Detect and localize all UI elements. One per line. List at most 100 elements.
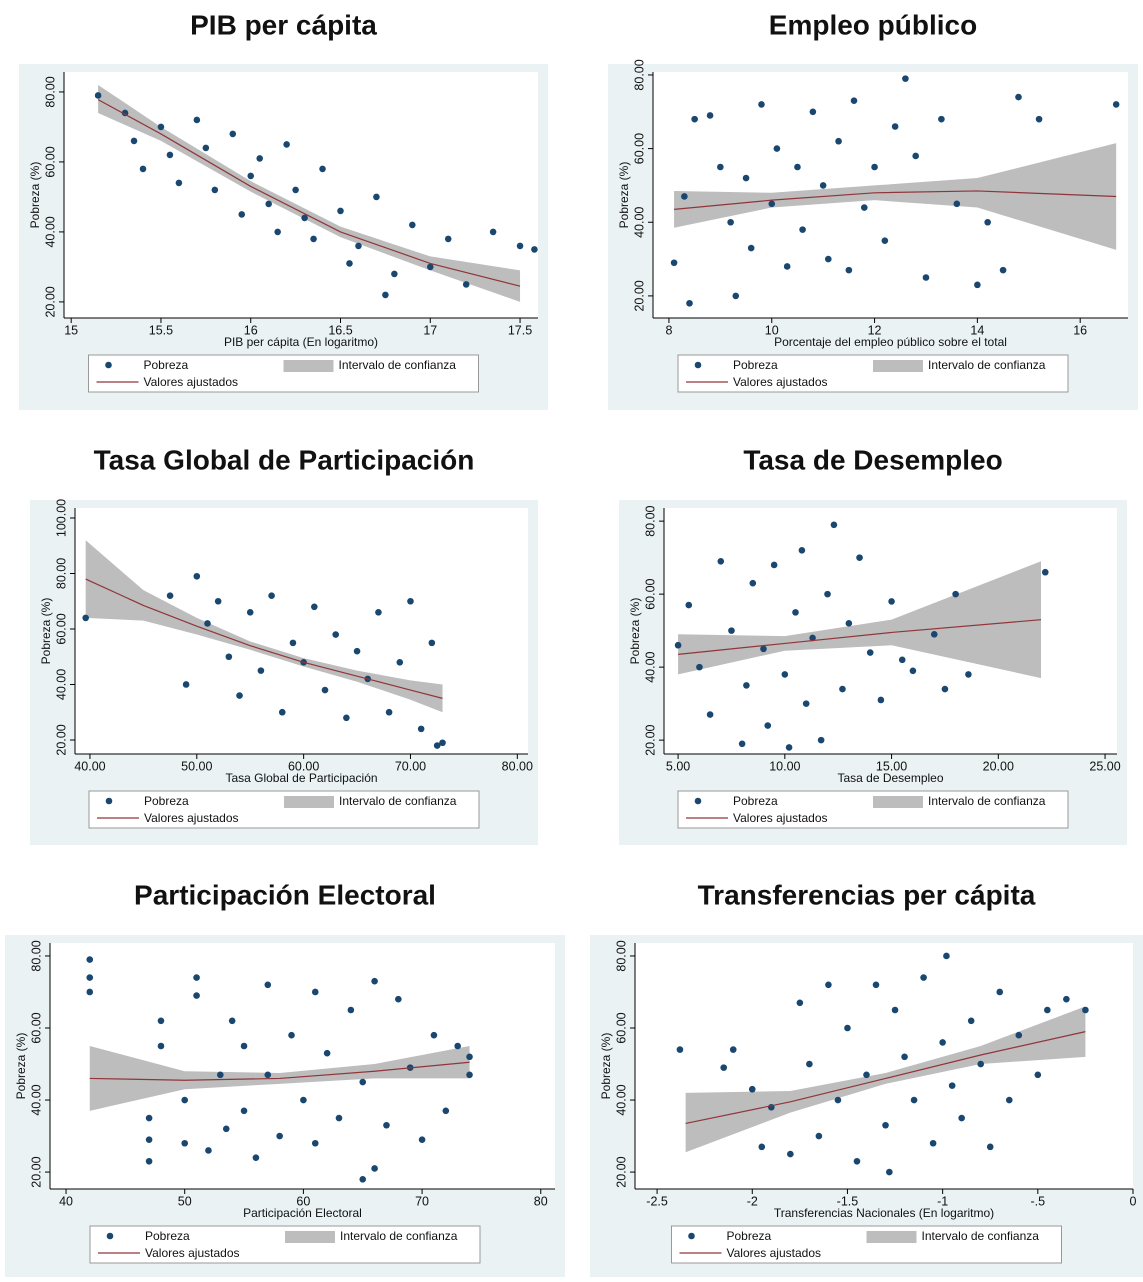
- chart-title: Participación Electoral: [134, 879, 436, 910]
- data-point: [157, 123, 165, 131]
- data-point: [238, 211, 246, 218]
- y-tick-label: 100.00: [54, 499, 68, 537]
- data-point: [984, 218, 991, 226]
- x-tick-label: 20.00: [983, 759, 1014, 773]
- data-point: [396, 658, 404, 666]
- data-point: [882, 1121, 889, 1129]
- plot-area: [635, 943, 1133, 1189]
- data-point: [743, 682, 750, 689]
- data-point: [986, 1143, 994, 1151]
- fitted-line: [89, 1061, 470, 1081]
- legend-label: Intervalo de confianza: [928, 794, 1046, 808]
- data-point: [785, 744, 793, 751]
- y-tick-label: 80.00: [643, 505, 657, 536]
- data-point: [835, 137, 842, 145]
- data-point: [747, 244, 755, 252]
- data-point: [872, 981, 880, 989]
- data-point: [922, 274, 930, 281]
- data-point: [382, 291, 389, 299]
- x-tick-label: 70: [415, 1194, 429, 1208]
- data-point: [229, 130, 237, 138]
- legend-swatch: [694, 361, 702, 369]
- fitted-line: [674, 190, 1117, 210]
- data-point: [676, 1046, 684, 1053]
- legend-swatch: [873, 360, 923, 372]
- data-point: [240, 1107, 248, 1115]
- data-point: [845, 620, 853, 627]
- y-tick-label: 20.00: [632, 280, 646, 311]
- data-point: [300, 1096, 307, 1104]
- legend-label: Pobreza: [733, 794, 778, 808]
- data-point: [796, 999, 804, 1007]
- data-point: [824, 255, 832, 263]
- y-tick-label: 60.00: [43, 146, 57, 177]
- data-point: [1063, 995, 1070, 1003]
- data-point: [898, 656, 906, 664]
- data-point: [930, 630, 938, 638]
- y-axis-label: Pobreza (%): [14, 1033, 28, 1100]
- data-point: [738, 740, 746, 748]
- data-point: [359, 1078, 367, 1086]
- legend-label: Valores ajustados: [145, 1246, 240, 1260]
- legend-swatch: [106, 1232, 114, 1240]
- x-tick-label: 40.00: [74, 759, 105, 773]
- data-point: [732, 292, 740, 300]
- data-point: [211, 186, 219, 194]
- legend-label: Valores ajustados: [144, 375, 239, 389]
- x-axis-label: Participación Electoral: [243, 1206, 362, 1220]
- data-point: [770, 561, 778, 569]
- data-point: [323, 1049, 331, 1057]
- data-point: [246, 609, 254, 616]
- data-point: [343, 714, 350, 722]
- data-point: [939, 1039, 946, 1046]
- x-tick-label: 0: [1130, 1194, 1137, 1208]
- legend-label: Pobreza: [733, 358, 778, 372]
- legend-swatch: [283, 360, 334, 372]
- data-point: [799, 226, 806, 233]
- data-point: [466, 1053, 473, 1061]
- data-point: [850, 97, 858, 105]
- legend-label: Pobreza: [727, 1229, 772, 1243]
- data-point: [817, 736, 825, 744]
- data-point: [310, 235, 317, 243]
- data-point: [727, 218, 734, 226]
- y-tick-label: 20.00: [29, 1156, 43, 1187]
- data-point: [891, 1006, 899, 1014]
- data-point: [391, 270, 398, 278]
- data-point: [717, 557, 725, 565]
- data-point: [717, 163, 724, 171]
- data-point: [268, 592, 275, 599]
- data-point: [264, 981, 272, 989]
- data-point: [373, 193, 380, 201]
- legend-swatch: [866, 1231, 917, 1243]
- legend-swatch: [873, 796, 923, 808]
- data-point: [871, 163, 878, 171]
- data-point: [1082, 1006, 1089, 1014]
- x-tick-label: -1.5: [837, 1194, 859, 1208]
- data-point: [773, 145, 781, 152]
- y-tick-label: 60.00: [54, 613, 68, 644]
- data-point: [292, 186, 299, 194]
- data-point: [217, 1071, 224, 1079]
- data-point: [809, 634, 816, 642]
- data-point: [806, 1060, 813, 1068]
- x-tick-label: 70.00: [395, 759, 426, 773]
- legend-label: Intervalo de confianza: [922, 1229, 1040, 1243]
- data-point: [996, 988, 1004, 996]
- data-point: [222, 1125, 230, 1133]
- data-point: [166, 151, 174, 159]
- data-point: [442, 1107, 450, 1115]
- data-point: [94, 92, 102, 99]
- legend-label: Intervalo de confianza: [340, 1229, 458, 1243]
- data-point: [288, 1031, 295, 1039]
- data-point: [428, 639, 436, 647]
- data-point: [686, 299, 693, 307]
- data-point: [1041, 568, 1049, 576]
- data-point: [974, 281, 981, 289]
- data-point: [720, 1064, 728, 1071]
- x-tick-label: 10: [765, 323, 779, 337]
- data-point: [729, 1046, 737, 1053]
- data-point: [395, 995, 402, 1003]
